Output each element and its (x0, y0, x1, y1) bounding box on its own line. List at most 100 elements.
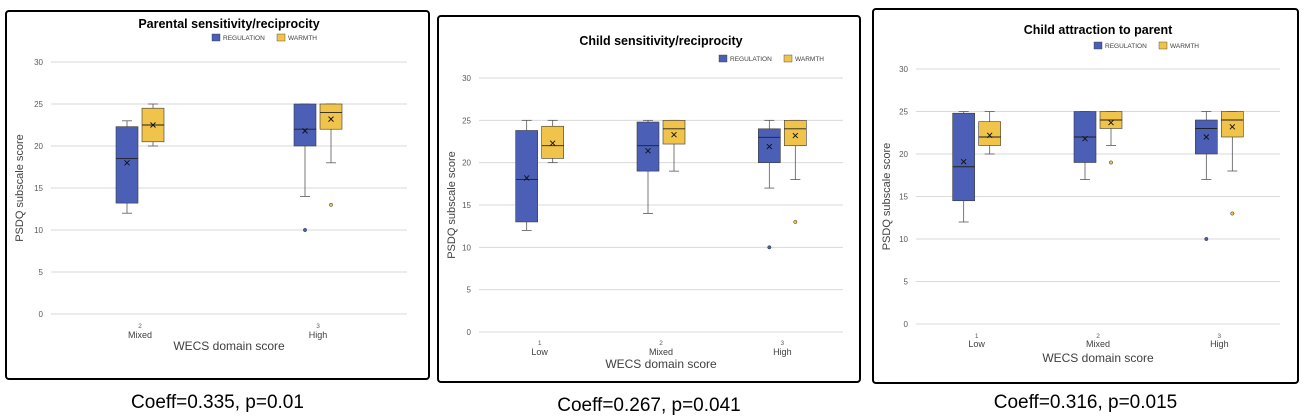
x-tick-label: Mixed (649, 347, 673, 357)
y-tick-label: 30 (462, 74, 471, 83)
x-tick-number: 1 (538, 340, 542, 347)
y-axis-label: PSDQ subscale score (14, 134, 26, 242)
x-axis-label: WECS domain score (1042, 351, 1154, 365)
mean-marker (150, 122, 156, 128)
y-tick-label: 10 (462, 243, 471, 252)
box (978, 121, 1001, 146)
legend-swatch (783, 54, 793, 63)
outlier-point (1204, 237, 1209, 241)
box (515, 130, 538, 223)
legend-swatch (718, 54, 728, 63)
mean-marker (986, 132, 993, 139)
outlier-point (329, 202, 333, 207)
coefficient-caption: Coeff=0.335, p=0.01 (131, 392, 304, 413)
box (952, 112, 975, 202)
chart-title: Child attraction to parent (1024, 23, 1173, 37)
y-tick-label: 0 (39, 310, 44, 319)
box-plot-child-attraction: 0 5 10 15 20 25 30 Child attraction to parent RE… (881, 23, 1280, 365)
x-tick-number: 2 (1096, 333, 1100, 340)
y-tick-label: 15 (462, 201, 471, 210)
mean-marker (302, 128, 308, 134)
mean-marker (1203, 134, 1210, 140)
box (319, 103, 343, 130)
legend-swatch (1158, 41, 1168, 50)
legend-swatch (1093, 41, 1103, 50)
box-plot-child-sensitivity: 0 5 10 15 20 25 30 Child sensitivity/reciprocit… (446, 34, 843, 371)
y-tick-label: 30 (899, 65, 908, 74)
y-tick-label: 5 (39, 268, 44, 277)
y-tick-label: 15 (34, 184, 43, 193)
y-tick-label: 10 (899, 235, 908, 244)
y-tick-label: 25 (34, 100, 43, 109)
x-tick-label: Low (531, 347, 548, 357)
box (758, 128, 781, 163)
mean-marker (645, 147, 651, 154)
y-tick-label: 15 (899, 193, 908, 202)
box-plot-parental-sensitivity: 0 5 10 15 20 25 30 Parental sensitivity/recipro… (14, 17, 407, 353)
y-tick-label: 25 (899, 108, 908, 117)
x-tick-label: Mixed (1086, 339, 1110, 349)
coefficient-caption: Coeff=0.316, p=0.015 (993, 392, 1178, 413)
box (784, 120, 807, 147)
x-tick-label: High (773, 347, 792, 357)
box (662, 120, 686, 145)
x-tick-number: 1 (975, 333, 979, 340)
x-tick-number: 3 (316, 323, 320, 330)
y-tick-label: 20 (899, 150, 908, 159)
mean-marker (1082, 135, 1088, 142)
y-tick-label: 20 (34, 142, 43, 151)
mean-marker (549, 140, 556, 147)
outlier-point (793, 219, 798, 224)
mean-marker (328, 116, 334, 122)
y-tick-label: 5 (904, 278, 909, 287)
y-tick-label: 0 (467, 328, 472, 337)
x-tick-number: 3 (1218, 333, 1222, 340)
y-tick-label: 0 (904, 320, 909, 329)
coefficient-caption: Coeff=0.267, p=0.041 (557, 395, 741, 416)
y-tick-label: 5 (467, 286, 472, 295)
mean-marker (792, 132, 799, 139)
chart-title: Child sensitivity/reciprocity (579, 34, 742, 48)
legend-swatch (276, 33, 286, 42)
y-axis-label: PSDQ subscale score (881, 143, 893, 251)
mean-marker (671, 131, 677, 138)
chart-title: Parental sensitivity/reciprocity (138, 17, 319, 31)
box (115, 126, 139, 204)
legend-label: WARMTH (795, 56, 824, 63)
x-tick-label: High (309, 330, 328, 340)
outlier-point (1109, 160, 1113, 165)
x-tick-number: 2 (659, 340, 663, 347)
outlier-point (767, 245, 772, 250)
box (541, 125, 564, 159)
legend-label: REGULATION (730, 56, 772, 63)
x-tick-label: Mixed (128, 330, 152, 340)
mean-marker (766, 143, 773, 150)
legend-label: REGULATION (223, 35, 265, 42)
outlier-point (1230, 211, 1235, 216)
box (1221, 111, 1244, 138)
x-tick-number: 2 (138, 323, 142, 330)
outlier-point (303, 228, 307, 232)
mean-marker (960, 158, 967, 165)
legend-label: WARMTH (288, 35, 317, 42)
box (636, 121, 660, 172)
x-tick-label: Low (968, 339, 985, 349)
x-tick-number: 3 (781, 340, 785, 347)
y-tick-label: 25 (462, 116, 471, 125)
mean-marker (124, 159, 130, 166)
x-axis-label: WECS domain score (173, 339, 285, 353)
chart-panel-child-attraction: 0 5 10 15 20 25 30 Child attraction to parent RE… (872, 8, 1299, 384)
mean-marker (523, 175, 530, 181)
mean-marker (1229, 123, 1236, 130)
y-tick-label: 20 (462, 159, 471, 168)
mean-marker (1108, 119, 1114, 126)
y-tick-label: 10 (34, 226, 43, 235)
box (293, 103, 317, 147)
chart-panel-child-sensitivity: 0 5 10 15 20 25 30 Child sensitivity/reciprocit… (437, 15, 861, 383)
legend-swatch (211, 33, 221, 42)
legend-label: REGULATION (1105, 43, 1147, 50)
legend-label: WARMTH (1170, 43, 1199, 50)
chart-panel-parental-sensitivity: 0 5 10 15 20 25 30 Parental sensitivity/recipro… (5, 10, 430, 380)
y-tick-label: 30 (34, 58, 43, 67)
x-axis-label: WECS domain score (605, 357, 717, 371)
